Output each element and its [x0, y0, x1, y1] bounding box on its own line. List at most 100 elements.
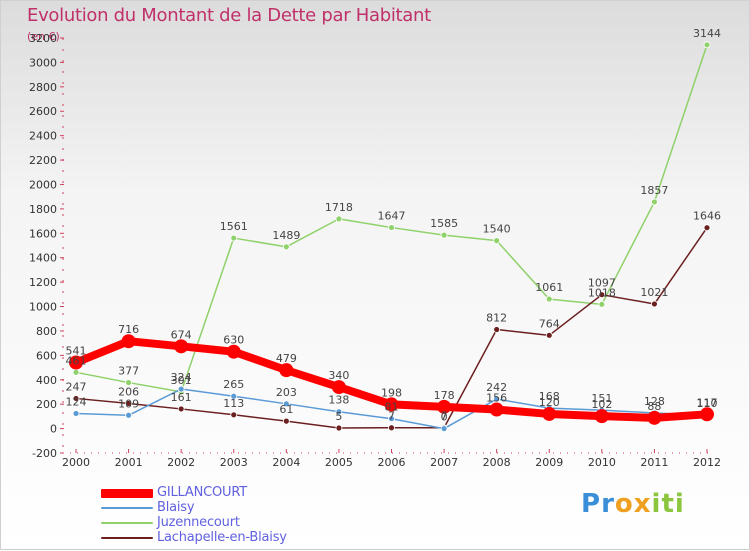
y-tick-label: 1800 — [29, 203, 57, 216]
data-label-blaisy: 324 — [171, 371, 192, 384]
data-point-gillancourt — [331, 380, 346, 395]
data-label-lachapelle-en-blaisy: 7 — [388, 410, 395, 423]
legend-label: Lachapelle-en-Blaisy — [157, 530, 287, 545]
data-label-blaisy: 242 — [486, 381, 507, 394]
logo-letter: t — [661, 489, 675, 519]
data-label-blaisy: 124 — [66, 395, 87, 408]
x-tick-label: 2006 — [378, 456, 406, 469]
data-label-lachapelle-en-blaisy: 1097 — [588, 277, 616, 290]
logo-letter: o — [614, 489, 634, 519]
x-tick-label: 2008 — [483, 456, 511, 469]
data-point-gillancourt — [279, 363, 294, 378]
data-label-lachapelle-en-blaisy: 5 — [335, 410, 342, 423]
data-label-juzennecourt: 1061 — [535, 281, 563, 294]
proxiti-logo: Proxiti — [581, 489, 685, 519]
data-label-juzennecourt: 1489 — [272, 229, 300, 242]
data-label-gillancourt: 198 — [381, 386, 402, 399]
y-tick-label: 2400 — [29, 130, 57, 143]
data-label-juzennecourt: 301 — [171, 374, 192, 387]
data-label-blaisy: 128 — [644, 395, 665, 408]
data-label-blaisy: 203 — [276, 386, 297, 399]
data-point-gillancourt — [437, 399, 452, 414]
legend-swatch — [101, 488, 153, 498]
x-tick-label: 2009 — [535, 456, 563, 469]
data-point-lachapelle-en-blaisy — [282, 417, 290, 425]
x-tick-label: 2001 — [115, 456, 143, 469]
logo-letter: i — [651, 489, 662, 519]
y-tick-label: 3200 — [29, 32, 57, 45]
data-point-blaisy — [282, 400, 290, 408]
logo-letter: P — [581, 489, 602, 519]
y-tick-label: 2200 — [29, 154, 57, 167]
data-label-gillancourt: 117 — [697, 396, 718, 409]
data-label-gillancourt: 120 — [539, 396, 560, 409]
data-label-juzennecourt: 3144 — [693, 27, 721, 40]
data-point-blaisy — [388, 415, 395, 423]
data-point-gillancourt — [542, 406, 557, 421]
logo-letter: x — [633, 489, 652, 519]
data-point-gillancourt — [594, 409, 609, 424]
y-tick-label: -200 — [32, 447, 57, 460]
data-point-blaisy — [72, 410, 80, 417]
data-label-blaisy: 0 — [441, 411, 448, 424]
data-point-juzennecourt — [598, 300, 606, 308]
x-tick-label: 2010 — [588, 456, 616, 469]
y-tick-label: 0 — [50, 423, 57, 436]
data-point-gillancourt — [226, 344, 241, 359]
chart-title: Evolution du Montant de la Dette par Hab… — [27, 5, 431, 26]
data-point-juzennecourt — [703, 41, 711, 49]
chart-subtitle: (en €) — [27, 30, 60, 43]
data-label-gillancourt: 88 — [647, 400, 661, 413]
data-point-juzennecourt — [282, 243, 290, 251]
data-point-lachapelle-en-blaisy — [703, 224, 711, 232]
data-label-lachapelle-en-blaisy: 113 — [223, 397, 244, 410]
x-tick-label: 2005 — [325, 456, 353, 469]
y-tick-label: 1400 — [29, 252, 57, 265]
x-tick-label: 2003 — [220, 456, 248, 469]
data-point-lachapelle-en-blaisy — [177, 405, 185, 413]
data-label-lachapelle-en-blaisy: 61 — [279, 403, 293, 416]
data-label-gillancourt: 541 — [66, 345, 87, 358]
data-label-lachapelle-en-blaisy: 1021 — [640, 286, 668, 299]
data-point-gillancourt — [174, 339, 189, 354]
logo-letter: i — [674, 489, 685, 519]
data-point-juzennecourt — [545, 295, 553, 303]
data-point-gillancourt — [700, 407, 714, 422]
data-label-gillancourt: 102 — [591, 398, 612, 411]
data-point-juzennecourt — [230, 234, 238, 242]
x-tick-label: 2002 — [167, 456, 195, 469]
data-point-lachapelle-en-blaisy — [598, 291, 606, 299]
data-label-juzennecourt: 461 — [66, 354, 87, 367]
data-label-juzennecourt: 1718 — [325, 201, 353, 214]
data-label-lachapelle-en-blaisy: 812 — [486, 311, 507, 324]
data-point-blaisy — [440, 425, 448, 432]
y-tick-label: 3000 — [29, 56, 57, 69]
data-point-blaisy — [493, 395, 501, 403]
data-point-lachapelle-en-blaisy — [493, 326, 501, 333]
data-label-gillancourt: 156 — [486, 392, 507, 405]
data-point-lachapelle-en-blaisy — [388, 424, 395, 432]
x-tick-label: 2000 — [62, 456, 90, 469]
data-point-juzennecourt — [125, 379, 132, 386]
data-point-gillancourt — [121, 334, 136, 349]
data-label-lachapelle-en-blaisy: 1646 — [693, 210, 721, 223]
data-label-blaisy: 168 — [539, 390, 560, 403]
data-label-lachapelle-en-blaisy: 764 — [539, 317, 560, 330]
data-label-gillancourt: 716 — [118, 323, 139, 336]
data-point-juzennecourt — [388, 224, 395, 231]
data-label-juzennecourt: 1585 — [430, 217, 458, 230]
legend-label: GILLANCOURT — [157, 485, 247, 500]
data-label-gillancourt: 674 — [171, 328, 192, 341]
data-point-lachapelle-en-blaisy — [125, 400, 132, 407]
y-tick-label: 200 — [36, 398, 57, 411]
y-tick-label: 400 — [36, 374, 57, 387]
data-point-juzennecourt — [440, 231, 448, 239]
data-point-blaisy — [125, 411, 132, 419]
data-point-lachapelle-en-blaisy — [72, 395, 80, 402]
logo-letter: r — [601, 489, 615, 519]
data-point-juzennecourt — [493, 237, 501, 245]
data-point-lachapelle-en-blaisy — [335, 424, 343, 432]
data-label-lachapelle-en-blaisy: 7 — [441, 410, 448, 423]
y-tick-label: 1200 — [29, 276, 57, 289]
x-tick-label: 2011 — [640, 456, 668, 469]
